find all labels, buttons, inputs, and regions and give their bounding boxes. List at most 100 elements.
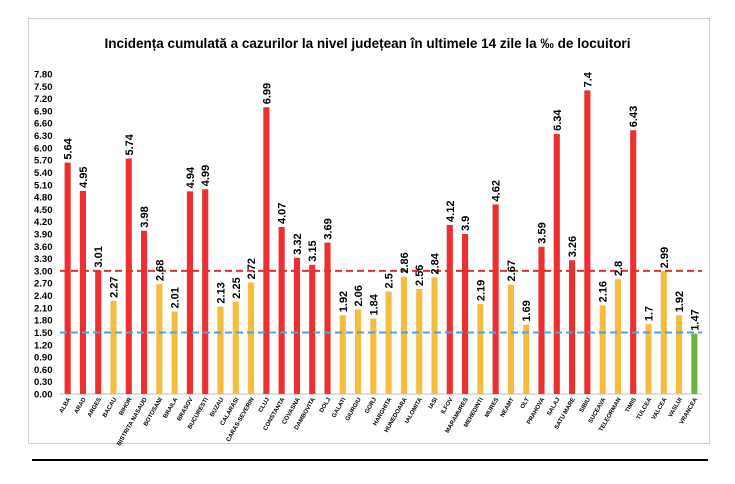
bar (79, 190, 86, 394)
data-label: 3.26 (567, 236, 579, 257)
data-label: 4.94 (185, 166, 197, 188)
y-tick-label: 6.90 (34, 106, 53, 117)
data-label: 2.86 (399, 252, 411, 273)
data-label: 2.01 (170, 287, 182, 308)
x-tick-label: BUZAU (210, 397, 226, 418)
bar (630, 130, 637, 394)
data-label: 3.69 (323, 218, 335, 239)
x-tick-label: BIHOR (119, 396, 134, 416)
bar (370, 318, 377, 394)
data-label: 6.34 (552, 109, 564, 131)
x-tick-label: DOLJ (319, 397, 332, 414)
bar (339, 315, 346, 394)
bar (156, 284, 163, 394)
data-label: 3.9 (460, 216, 472, 231)
bar (64, 162, 71, 394)
y-tick-label: 2.70 (34, 279, 53, 290)
data-label: 3.98 (139, 206, 151, 227)
data-label: 1.69 (521, 300, 533, 321)
x-tick-label: CLUJ (258, 397, 271, 414)
y-tick-label: 7.50 (34, 82, 53, 93)
data-label: 3.32 (292, 233, 304, 254)
data-label: 1.7 (644, 306, 656, 321)
data-label: 3.01 (93, 246, 105, 267)
bar (141, 230, 148, 394)
data-label: 2.5 (384, 273, 396, 288)
bar (645, 324, 652, 394)
bar (171, 311, 178, 394)
data-label: 2.19 (475, 280, 487, 301)
bar (293, 257, 300, 394)
y-tick-label: 2.10 (34, 303, 53, 314)
bar (599, 305, 606, 394)
data-label: 6.43 (628, 106, 640, 127)
y-tick-label: 2.40 (34, 291, 53, 302)
bar (186, 191, 193, 394)
x-tick-label: GORJ (364, 397, 378, 415)
data-label: 2.27 (109, 276, 121, 297)
data-label: 2.25 (231, 277, 243, 298)
y-tick-label: 5.70 (34, 156, 53, 167)
y-tick-label: 0.60 (34, 365, 53, 376)
bar (691, 333, 698, 394)
data-label: 3.15 (307, 240, 319, 261)
y-tick-label: 1.50 (34, 328, 53, 339)
x-tick-label: IASI (428, 397, 439, 410)
bar (309, 264, 316, 394)
data-label: 1.84 (368, 293, 380, 315)
data-label: 2.56 (414, 265, 426, 286)
data-label: 6.99 (261, 83, 273, 104)
y-tick-label: 6.60 (34, 119, 53, 130)
bar (416, 288, 423, 394)
chart-title: Incidența cumulată a cazurilor la nivel … (104, 36, 631, 51)
data-label: 1.92 (338, 291, 350, 312)
bar (248, 282, 255, 394)
x-tick-label: ARGES (87, 397, 103, 418)
data-label: 4.07 (277, 203, 289, 224)
data-label: 2.13 (216, 282, 228, 303)
bar (110, 300, 117, 394)
bar (202, 189, 209, 394)
x-tick-label: OLT (520, 397, 531, 410)
y-tick-label: 7.80 (34, 70, 53, 81)
bar (400, 276, 407, 394)
bar (492, 204, 499, 394)
data-label: 4.62 (491, 180, 503, 201)
data-label: 1.92 (674, 291, 686, 312)
bottom-rule (32, 459, 708, 461)
x-tick-label: SIBIU (579, 397, 592, 414)
bar (446, 224, 453, 394)
y-tick-label: 3.60 (34, 242, 53, 253)
bar (217, 306, 224, 394)
y-tick-label: 3.00 (34, 266, 53, 277)
y-tick-label: 4.20 (34, 217, 53, 228)
bar (385, 291, 392, 394)
y-tick-label: 6.00 (34, 143, 53, 154)
y-tick-label: 5.40 (34, 168, 53, 179)
bar (263, 107, 270, 394)
bar (125, 158, 132, 394)
bar (477, 304, 484, 394)
y-tick-label: 4.50 (34, 205, 53, 216)
data-label: 5.74 (124, 133, 136, 155)
data-label: 3.59 (537, 222, 549, 243)
y-tick-label: 6.30 (34, 131, 53, 142)
y-tick-label: 5.10 (34, 180, 53, 191)
data-label: 2.8 (613, 261, 625, 276)
y-tick-label: 4.80 (34, 193, 53, 204)
bar (523, 324, 530, 394)
bar (355, 309, 362, 394)
bar (569, 260, 576, 394)
bar (278, 227, 285, 394)
x-tick-label: BACAU (102, 397, 118, 419)
y-tick-label: 3.90 (34, 230, 53, 241)
x-tick-label: VALCEA (651, 396, 669, 421)
x-tick-label: ILFOV (440, 397, 454, 415)
data-label: 4.95 (78, 167, 90, 188)
data-label: 5.64 (63, 137, 75, 159)
data-label: 2.84 (430, 252, 442, 274)
x-tick-label: GALATI (331, 397, 347, 419)
data-label: 2.06 (353, 285, 365, 306)
bar (614, 279, 621, 394)
